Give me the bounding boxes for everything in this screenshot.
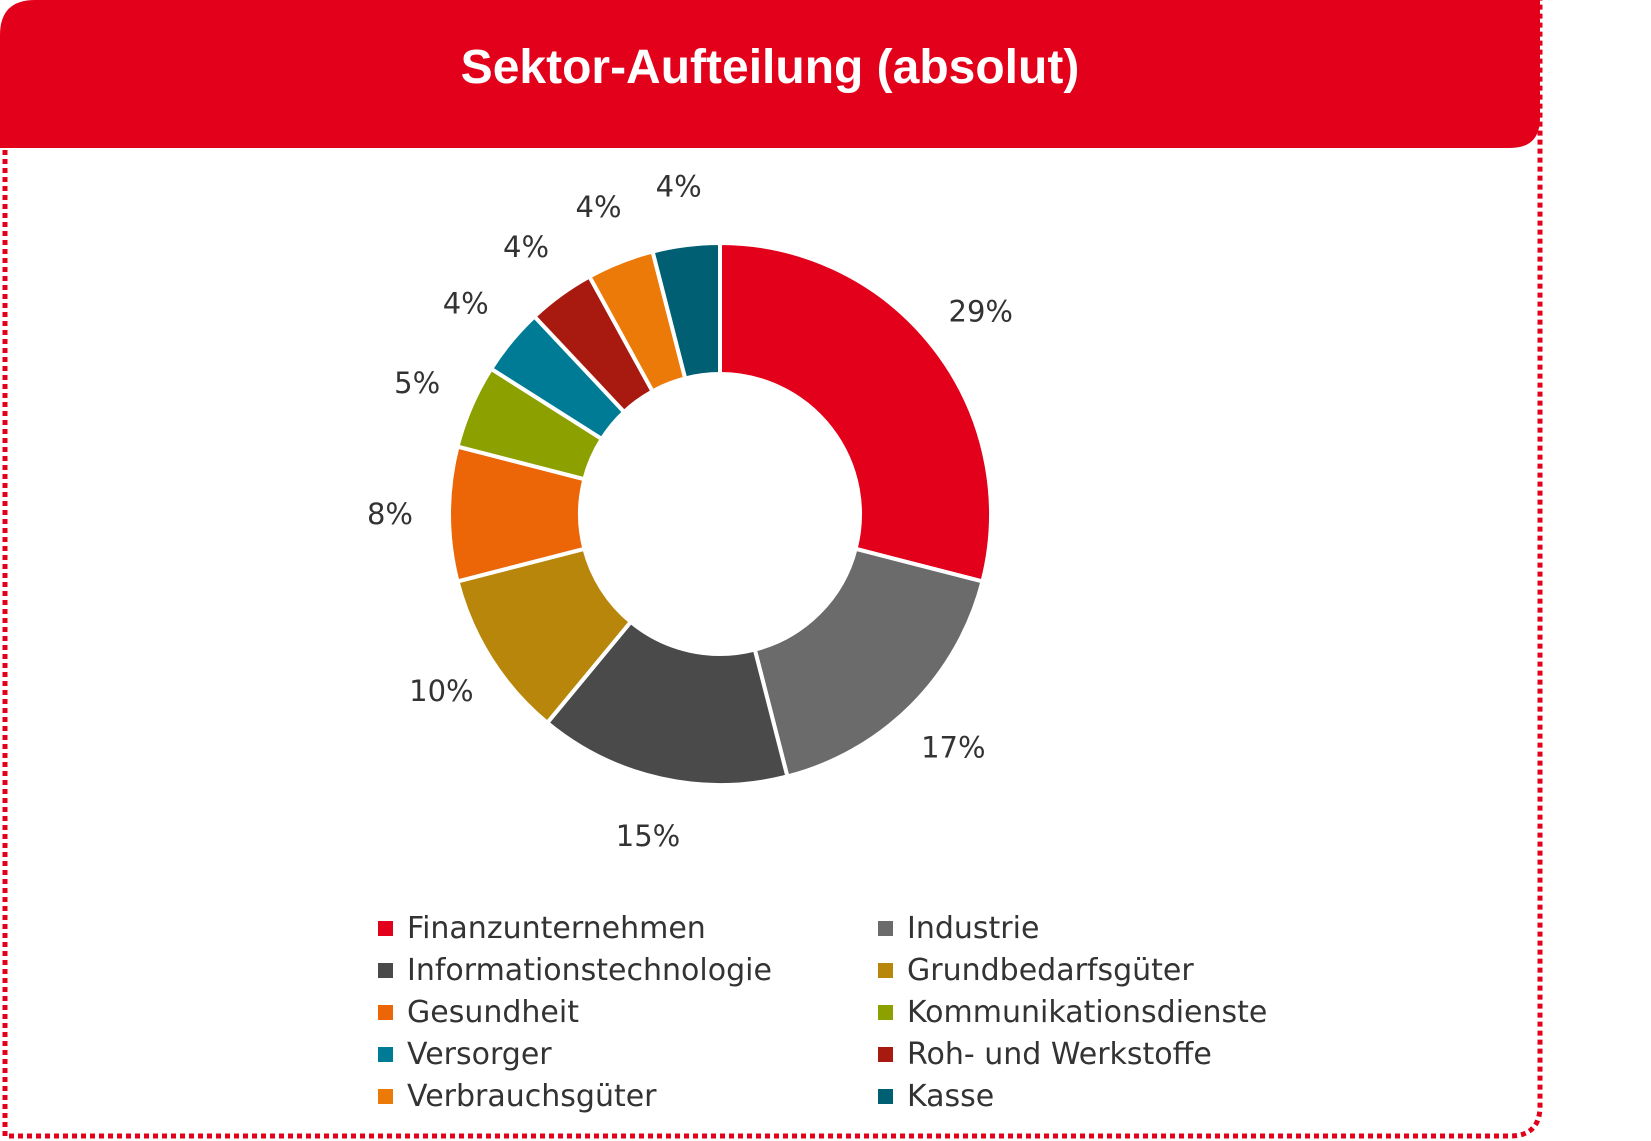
slice-label-8: 4%: [576, 190, 622, 224]
legend-swatch: [878, 920, 893, 936]
legend-item: Finanzunternehmen: [378, 910, 878, 946]
legend-item: Versorger: [378, 1036, 878, 1072]
slice-label-9: 4%: [656, 170, 702, 204]
slice-9: [650, 241, 722, 381]
legend-swatch: [878, 962, 893, 978]
legend-swatch: [878, 1088, 893, 1104]
legend-item: Gesundheit: [378, 994, 878, 1030]
legend-item: Verbrauchsgüter: [378, 1078, 878, 1114]
legend-swatch: [378, 1088, 393, 1104]
legend-swatch: [878, 1046, 893, 1062]
chart-legend: Finanzunternehmen Industrie Informationste…: [378, 910, 1318, 1114]
legend-label: Versorger: [407, 1036, 552, 1072]
legend-label: Verbrauchsgüter: [407, 1078, 657, 1114]
dotted-frame: [2, 0, 1543, 1139]
legend-item: Kasse: [878, 1078, 1318, 1114]
legend-item: Kommunikationsdienste: [878, 994, 1318, 1030]
legend-label: Kasse: [907, 1078, 995, 1114]
slice-label-0: 29%: [949, 295, 1013, 329]
slice-label-4: 8%: [367, 497, 413, 531]
legend-item: Industrie: [878, 910, 1318, 946]
legend-label: Informationstechnologie: [407, 952, 772, 988]
slice-label-1: 17%: [921, 730, 985, 764]
slice-1: [752, 546, 985, 779]
slice-label-7: 4%: [503, 230, 549, 264]
legend-label: Gesundheit: [407, 994, 579, 1030]
legend-label: Grundbedarfsgüter: [907, 952, 1194, 988]
slice-label-5: 5%: [394, 366, 440, 400]
slice-label-2: 15%: [616, 819, 680, 853]
slice-0: [718, 241, 993, 584]
percentage-labels: 29% 17% 15% 10% 8% 5% 4% 4% 4% 4%: [367, 170, 1013, 853]
slice-label-3: 10%: [409, 674, 473, 708]
legend-label: Roh- und Werkstoffe: [907, 1036, 1212, 1072]
legend-item: Roh- und Werkstoffe: [878, 1036, 1318, 1072]
chart-title: Sektor-Aufteilung (absolut): [460, 41, 1080, 94]
header-bar: [0, 0, 1540, 148]
legend-item: Grundbedarfsgüter: [878, 952, 1318, 988]
legend-swatch: [378, 1046, 393, 1062]
legend-swatch: [378, 920, 393, 936]
slice-label-6: 4%: [443, 287, 489, 321]
legend-label: Kommunikationsdienste: [907, 994, 1268, 1030]
legend-swatch: [378, 1004, 393, 1020]
slice-2: [545, 619, 790, 787]
legend-swatch: [878, 1004, 893, 1020]
legend-item: Informationstechnologie: [378, 952, 878, 988]
donut-slices: [447, 241, 993, 787]
legend-label: Finanzunternehmen: [407, 910, 706, 946]
legend-swatch: [378, 962, 393, 978]
legend-label: Industrie: [907, 910, 1040, 946]
